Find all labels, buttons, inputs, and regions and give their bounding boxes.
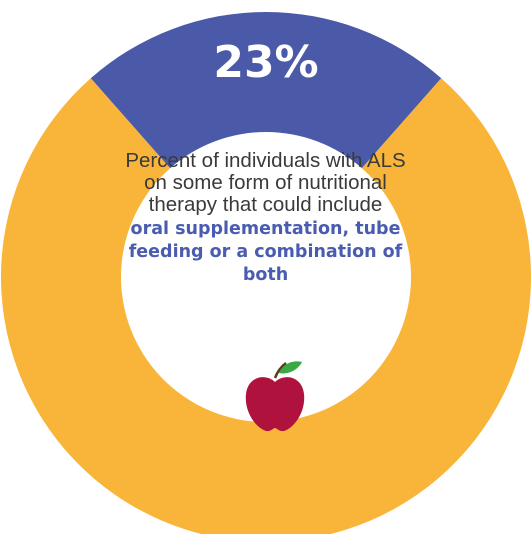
highlight-text: oral supplementation, tube feeding or a …: [128, 219, 403, 285]
description-text: Percent of individuals with ALS on some …: [125, 149, 406, 216]
slice-remainder: [1, 78, 531, 534]
apple-icon: [245, 361, 305, 432]
percent-label: 23%: [213, 37, 318, 88]
slice-nutritional-therapy: [90, 11, 442, 169]
center-description: Percent of individuals with ALS on some …: [125, 150, 406, 287]
